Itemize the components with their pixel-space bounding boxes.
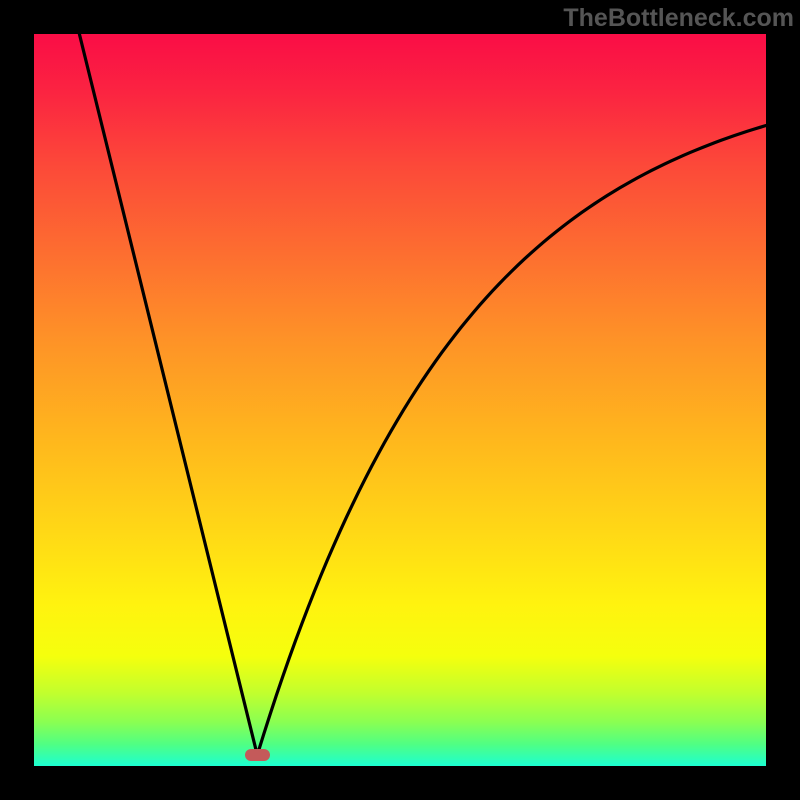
plot-area [34,34,766,766]
plot-frame [0,0,800,800]
watermark-text: TheBottleneck.com [563,4,794,33]
bottleneck-curve [34,34,766,766]
minimum-marker [245,749,270,761]
chart-root: TheBottleneck.com [0,0,800,800]
